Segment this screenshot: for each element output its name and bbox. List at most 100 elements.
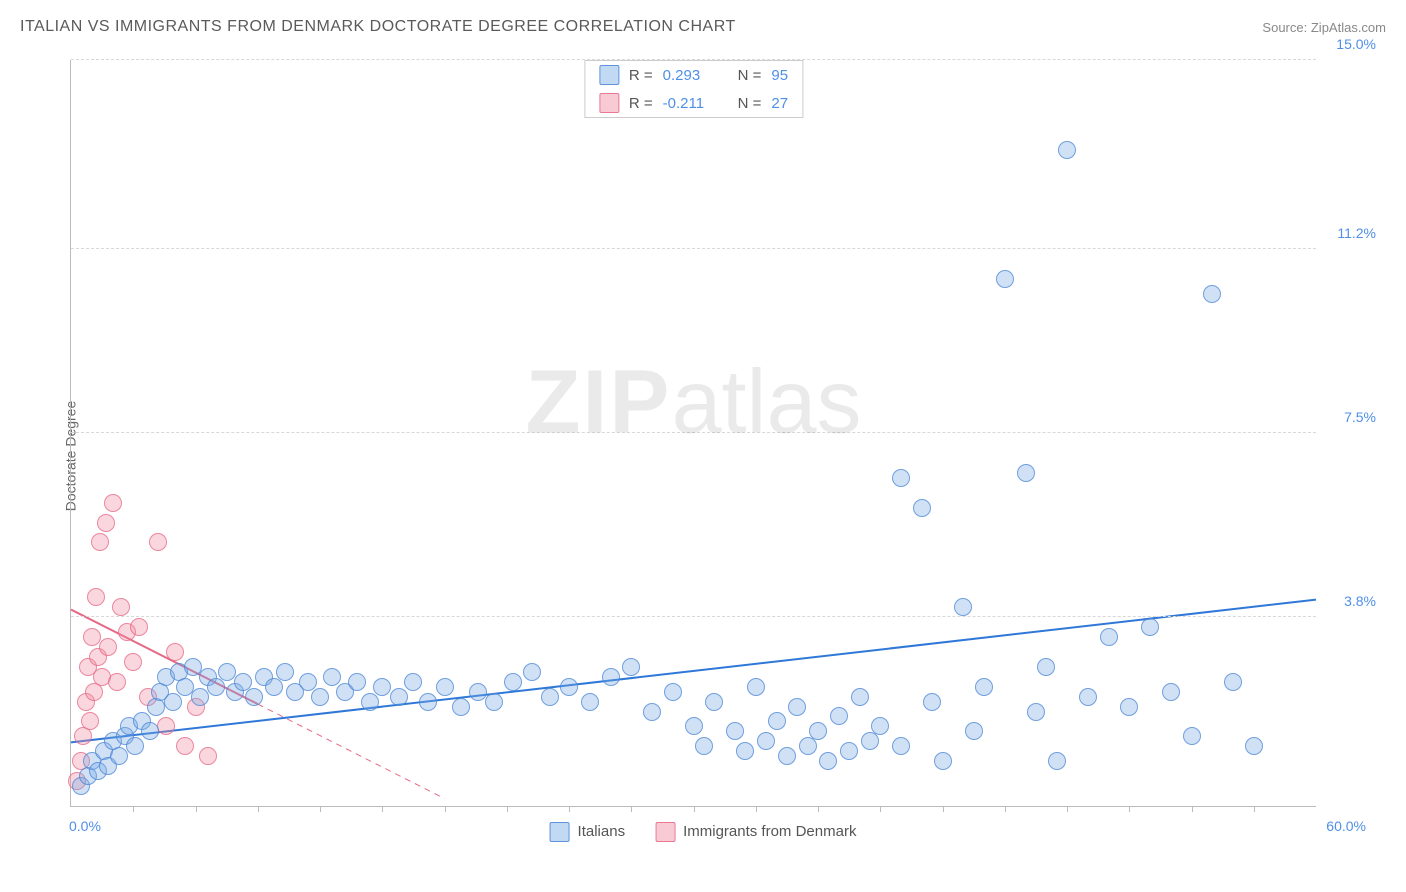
x-tick: [880, 806, 881, 812]
y-tick-label: 15.0%: [1336, 36, 1376, 52]
x-axis-max-label: 60.0%: [1326, 818, 1366, 834]
x-tick: [320, 806, 321, 812]
scatter-point-blue: [736, 742, 754, 760]
y-tick-label: 7.5%: [1344, 409, 1376, 425]
x-tick: [1067, 806, 1068, 812]
scatter-point-blue: [207, 678, 225, 696]
x-tick: [382, 806, 383, 812]
watermark-light: atlas: [671, 353, 861, 453]
scatter-point-blue: [311, 688, 329, 706]
scatter-point-blue: [504, 673, 522, 691]
scatter-point-blue: [1079, 688, 1097, 706]
source-value: ZipAtlas.com: [1311, 20, 1386, 35]
scatter-point-blue: [622, 658, 640, 676]
legend-series: ItaliansImmigrants from Denmark: [550, 822, 857, 842]
scatter-point-blue: [436, 678, 454, 696]
legend-r-label: R =: [629, 67, 653, 84]
gridline-h: [71, 616, 1316, 617]
y-tick-label: 3.8%: [1344, 593, 1376, 609]
scatter-point-blue: [726, 722, 744, 740]
scatter-point-blue: [861, 732, 879, 750]
source-label: Source:: [1262, 20, 1307, 35]
x-tick: [631, 806, 632, 812]
scatter-point-blue: [602, 668, 620, 686]
scatter-point-blue: [404, 673, 422, 691]
scatter-point-blue: [1141, 618, 1159, 636]
legend-row: R = -0.211 N = 27: [585, 89, 802, 117]
scatter-point-blue: [541, 688, 559, 706]
scatter-point-blue: [819, 752, 837, 770]
scatter-point-blue: [560, 678, 578, 696]
x-tick: [1254, 806, 1255, 812]
scatter-point-pink: [130, 618, 148, 636]
scatter-point-blue: [1027, 703, 1045, 721]
x-tick: [133, 806, 134, 812]
legend-r-value: -0.211: [663, 95, 718, 112]
x-tick: [1192, 806, 1193, 812]
scatter-point-blue: [695, 737, 713, 755]
scatter-point-blue: [840, 742, 858, 760]
x-tick: [756, 806, 757, 812]
scatter-point-blue: [851, 688, 869, 706]
scatter-point-blue: [778, 747, 796, 765]
trend-line: [258, 704, 445, 798]
scatter-point-blue: [643, 703, 661, 721]
scatter-point-blue: [996, 270, 1014, 288]
legend-item: Immigrants from Denmark: [655, 822, 856, 842]
chart-container: Doctorate Degree R =0.293N =95R =-0.211N…: [20, 50, 1386, 862]
scatter-point-blue: [934, 752, 952, 770]
scatter-point-blue: [871, 717, 889, 735]
scatter-point-blue: [685, 717, 703, 735]
y-tick-label: 11.2%: [1337, 225, 1376, 241]
scatter-point-blue: [1048, 752, 1066, 770]
scatter-point-blue: [809, 722, 827, 740]
scatter-point-blue: [323, 668, 341, 686]
x-axis-min-label: 0.0%: [69, 818, 101, 834]
scatter-point-blue: [265, 678, 283, 696]
scatter-point-blue: [141, 722, 159, 740]
scatter-point-pink: [176, 737, 194, 755]
scatter-point-pink: [157, 717, 175, 735]
scatter-point-blue: [892, 469, 910, 487]
scatter-point-blue: [218, 663, 236, 681]
scatter-point-blue: [1183, 727, 1201, 745]
scatter-point-pink: [108, 673, 126, 691]
scatter-point-blue: [110, 747, 128, 765]
scatter-point-blue: [1017, 464, 1035, 482]
scatter-point-blue: [768, 712, 786, 730]
watermark-bold: ZIP: [525, 353, 671, 453]
scatter-point-blue: [747, 678, 765, 696]
plot-area: R =0.293N =95R =-0.211N =27 ZIPatlas 0.0…: [70, 60, 1316, 807]
source-attribution: Source: ZipAtlas.com: [1262, 20, 1386, 35]
x-tick: [694, 806, 695, 812]
scatter-point-pink: [166, 643, 184, 661]
scatter-point-blue: [373, 678, 391, 696]
x-tick: [196, 806, 197, 812]
scatter-point-blue: [523, 663, 541, 681]
scatter-point-blue: [954, 598, 972, 616]
legend-n-value: 27: [771, 95, 788, 112]
x-tick: [1129, 806, 1130, 812]
scatter-point-blue: [830, 707, 848, 725]
scatter-point-blue: [799, 737, 817, 755]
scatter-point-blue: [965, 722, 983, 740]
legend-n-label: N =: [738, 95, 762, 112]
scatter-point-pink: [149, 533, 167, 551]
scatter-point-blue: [419, 693, 437, 711]
scatter-point-blue: [581, 693, 599, 711]
scatter-point-blue: [1100, 628, 1118, 646]
legend-r-label: R =: [629, 95, 653, 112]
scatter-point-pink: [124, 653, 142, 671]
scatter-point-blue: [913, 499, 931, 517]
legend-n-label: N =: [738, 67, 762, 84]
gridline-h: [71, 248, 1316, 249]
scatter-point-pink: [87, 588, 105, 606]
chart-title: ITALIAN VS IMMIGRANTS FROM DENMARK DOCTO…: [20, 18, 736, 36]
scatter-point-blue: [664, 683, 682, 701]
scatter-point-pink: [83, 628, 101, 646]
scatter-point-blue: [1037, 658, 1055, 676]
scatter-point-blue: [452, 698, 470, 716]
scatter-point-blue: [390, 688, 408, 706]
scatter-point-blue: [191, 688, 209, 706]
legend-row: R =0.293N =95: [585, 61, 802, 89]
